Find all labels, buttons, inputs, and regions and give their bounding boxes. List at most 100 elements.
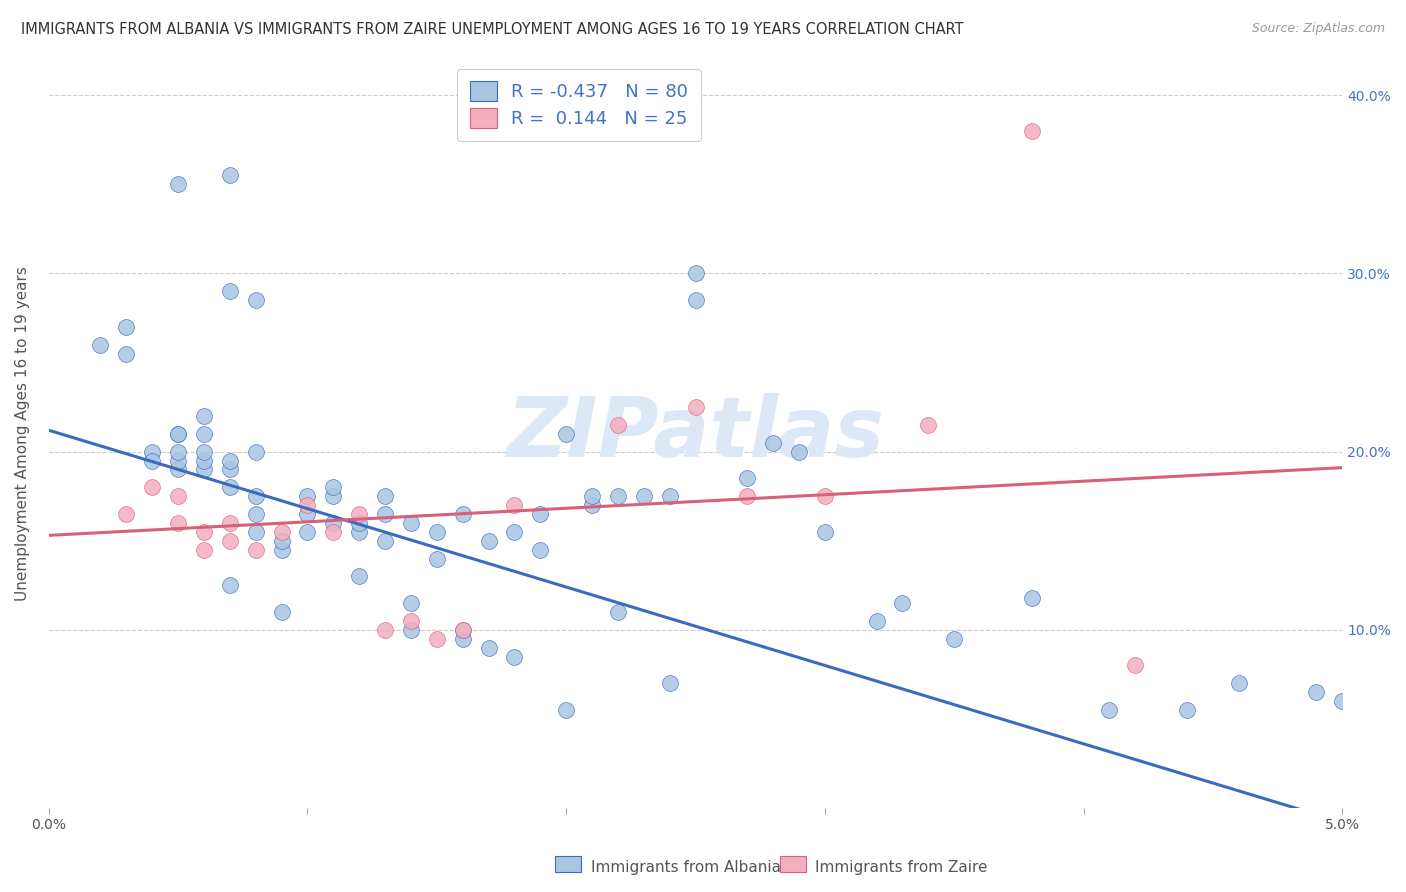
Point [347, 516, 370, 530]
Point [685, 293, 707, 307]
Point [167, 516, 190, 530]
Point [245, 444, 267, 458]
Point [1098, 703, 1121, 717]
Point [477, 533, 499, 548]
Point [167, 453, 190, 467]
Point [503, 649, 526, 664]
Point [606, 605, 628, 619]
Point [529, 542, 551, 557]
Point [735, 471, 758, 485]
Point [245, 542, 267, 557]
Point [193, 426, 215, 441]
Point [581, 498, 603, 512]
Point [218, 169, 240, 183]
Point [270, 605, 292, 619]
Point [270, 542, 292, 557]
Point [115, 346, 138, 360]
Point [115, 319, 138, 334]
Text: Source: ZipAtlas.com: Source: ZipAtlas.com [1251, 22, 1385, 36]
FancyBboxPatch shape [555, 856, 581, 872]
Point [1021, 591, 1043, 605]
Point [322, 516, 344, 530]
Point [1227, 676, 1250, 690]
Point [297, 489, 319, 503]
Text: ZIPatlas: ZIPatlas [506, 393, 884, 475]
Point [1331, 694, 1354, 708]
Point [477, 640, 499, 655]
Point [451, 623, 474, 637]
Point [606, 417, 628, 432]
Point [245, 524, 267, 539]
Point [426, 551, 449, 566]
Point [399, 623, 422, 637]
Point [115, 507, 138, 521]
Point [426, 632, 449, 646]
Text: IMMIGRANTS FROM ALBANIA VS IMMIGRANTS FROM ZAIRE UNEMPLOYMENT AMONG AGES 16 TO 1: IMMIGRANTS FROM ALBANIA VS IMMIGRANTS FR… [21, 22, 963, 37]
Point [218, 516, 240, 530]
Point [399, 516, 422, 530]
Point [555, 703, 578, 717]
Point [141, 444, 163, 458]
Text: Immigrants from Albania: Immigrants from Albania [591, 860, 780, 874]
Point [917, 417, 939, 432]
Point [322, 524, 344, 539]
Point [658, 489, 681, 503]
Point [581, 489, 603, 503]
Point [167, 426, 190, 441]
Point [89, 337, 111, 351]
Point [347, 569, 370, 583]
Point [1123, 658, 1146, 673]
Point [426, 524, 449, 539]
Point [735, 489, 758, 503]
Point [787, 444, 810, 458]
Text: Immigrants from Zaire: Immigrants from Zaire [815, 860, 988, 874]
Point [270, 524, 292, 539]
Point [865, 614, 887, 628]
Point [322, 480, 344, 494]
Point [1175, 703, 1198, 717]
Point [891, 596, 914, 610]
Point [374, 533, 396, 548]
Point [451, 507, 474, 521]
Point [529, 507, 551, 521]
Point [218, 462, 240, 476]
Point [685, 400, 707, 414]
Point [347, 507, 370, 521]
Point [297, 498, 319, 512]
Point [167, 462, 190, 476]
FancyBboxPatch shape [780, 856, 806, 872]
Point [193, 462, 215, 476]
Point [1021, 124, 1043, 138]
Point [193, 542, 215, 557]
Point [218, 285, 240, 299]
Point [762, 435, 785, 450]
Point [193, 524, 215, 539]
Point [322, 489, 344, 503]
Point [141, 480, 163, 494]
Point [555, 426, 578, 441]
Point [193, 444, 215, 458]
Point [399, 614, 422, 628]
Point [814, 489, 837, 503]
Point [141, 453, 163, 467]
Point [606, 489, 628, 503]
Point [399, 596, 422, 610]
Point [218, 533, 240, 548]
Point [451, 623, 474, 637]
Point [374, 507, 396, 521]
Point [193, 409, 215, 423]
Legend: R = -0.437   N = 80, R =  0.144   N = 25: R = -0.437 N = 80, R = 0.144 N = 25 [457, 69, 702, 141]
Point [633, 489, 655, 503]
Point [218, 453, 240, 467]
Point [943, 632, 966, 646]
Point [218, 578, 240, 592]
Point [1305, 685, 1327, 699]
Point [374, 489, 396, 503]
Point [245, 293, 267, 307]
Point [503, 524, 526, 539]
Point [167, 444, 190, 458]
Point [270, 533, 292, 548]
Point [347, 524, 370, 539]
Point [167, 426, 190, 441]
Point [658, 676, 681, 690]
